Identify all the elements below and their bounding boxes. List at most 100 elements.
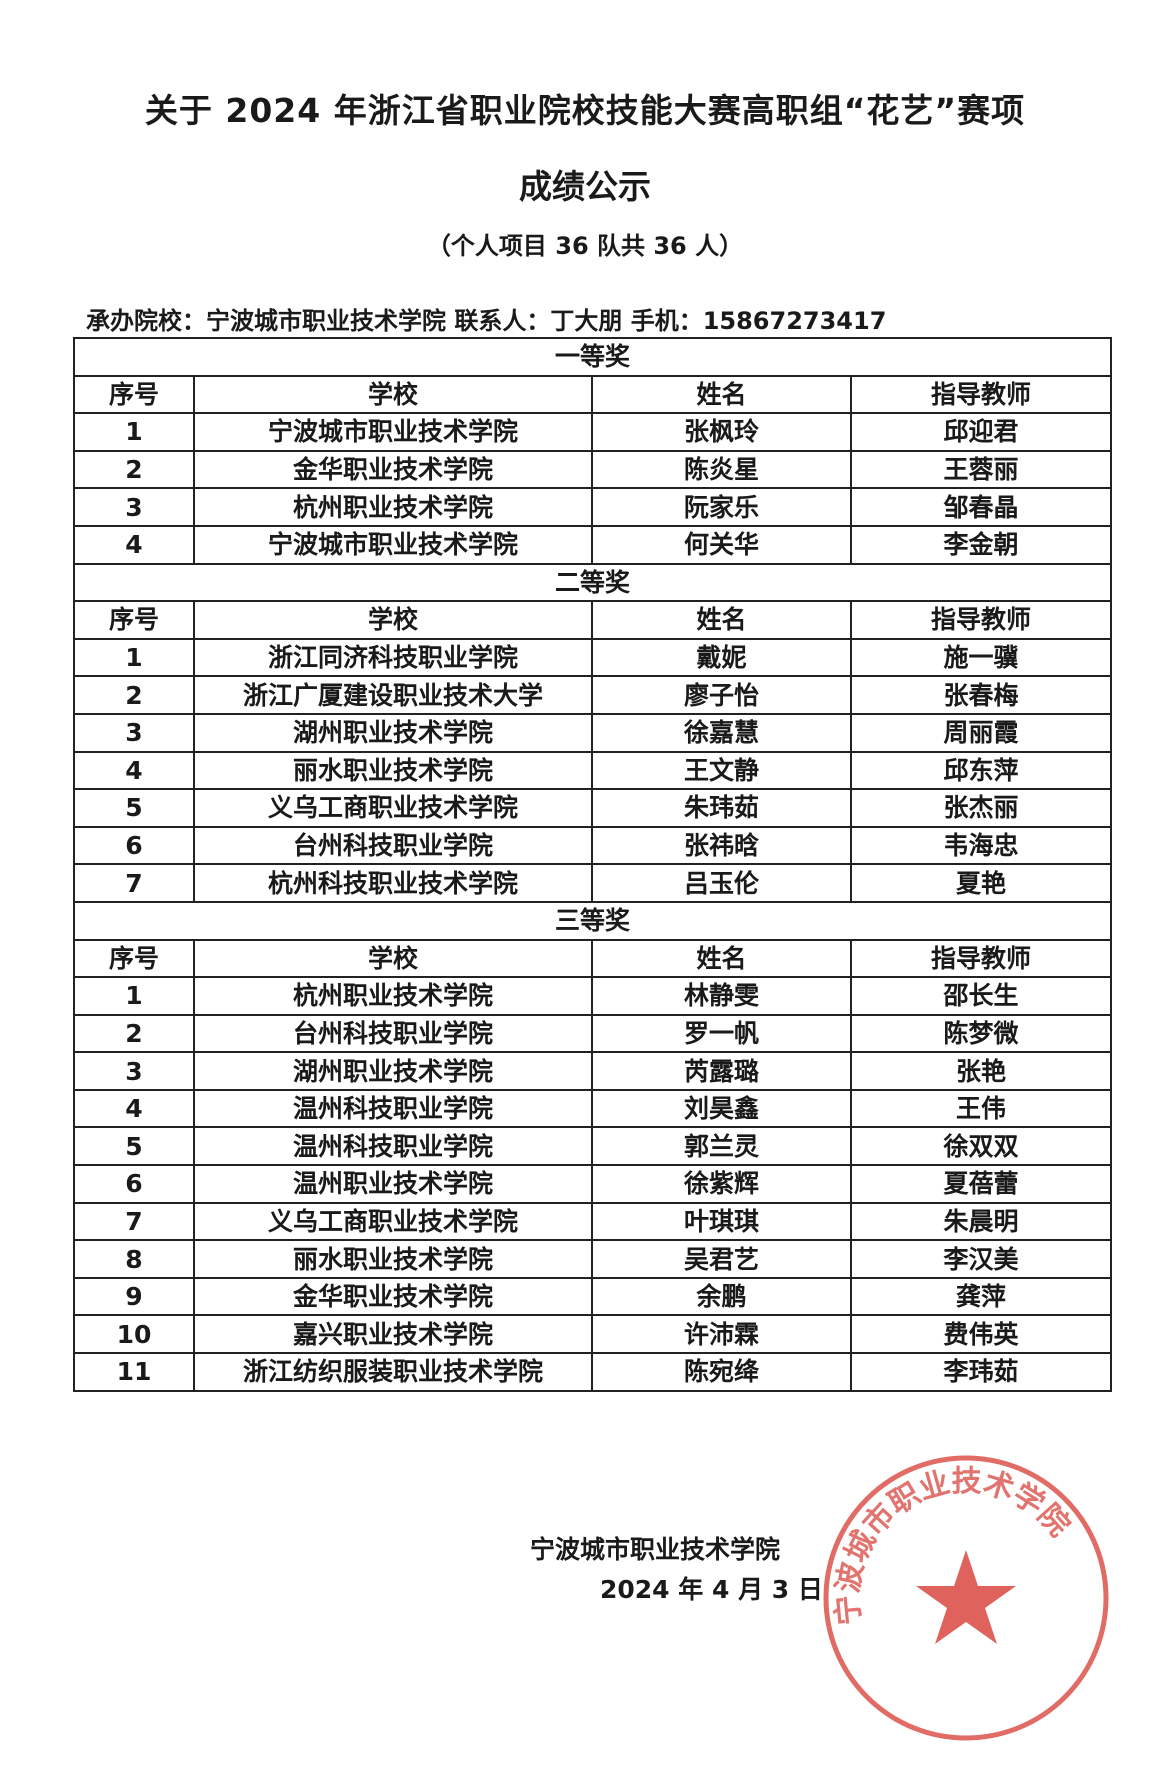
section-header-row: 三等奖 <box>73 900 1112 941</box>
rank-cell: 4 <box>73 1088 195 1129</box>
rank-cell: 4 <box>73 524 195 565</box>
rank-cell: 3 <box>73 712 195 753</box>
teacher-cell: 邱迎君 <box>850 412 1112 452</box>
school-cell: 杭州职业技术学院 <box>193 976 593 1016</box>
teacher-cell: 徐双双 <box>850 1126 1112 1167</box>
table-row: 5 温州科技职业学院 郭兰灵 徐双双 <box>73 1126 1112 1167</box>
table-row: 1 杭州职业技术学院 林静雯 邵长生 <box>73 976 1112 1016</box>
table-row: 7 义乌工商职业技术学院 叶琪琪 朱晨明 <box>73 1201 1112 1242</box>
rank-cell: 7 <box>73 863 195 903</box>
name-cell: 郭兰灵 <box>591 1126 852 1167</box>
name-cell: 叶琪琪 <box>591 1201 852 1242</box>
column-header: 指导教师 <box>850 600 1112 640</box>
teacher-cell: 李汉美 <box>850 1239 1112 1279</box>
host-info: 承办院校：宁波城市职业技术学院 联系人：丁大朋 手机：15867273417 <box>86 307 887 335</box>
document-subtitle: （个人项目 36 队共 36 人） <box>426 232 744 260</box>
name-cell: 阮家乐 <box>591 487 852 527</box>
rank-cell: 7 <box>73 1201 195 1242</box>
name-cell: 何关华 <box>591 524 852 565</box>
teacher-cell: 邹春晶 <box>850 487 1112 527</box>
column-header: 姓名 <box>591 600 852 640</box>
teacher-cell: 李金朝 <box>850 524 1112 565</box>
teacher-cell: 邱东萍 <box>850 750 1112 791</box>
name-cell: 张祎晗 <box>591 825 852 866</box>
school-cell: 嘉兴职业技术学院 <box>193 1314 593 1355</box>
section-title: 三等奖 <box>73 900 1112 941</box>
school-cell: 金华职业技术学院 <box>193 1276 593 1317</box>
column-header: 指导教师 <box>850 938 1112 979</box>
teacher-cell: 夏艳 <box>850 863 1112 903</box>
teacher-cell: 邵长生 <box>850 976 1112 1016</box>
table-row: 5 义乌工商职业技术学院 朱玮茹 张杰丽 <box>73 788 1112 828</box>
rank-cell: 11 <box>73 1352 195 1392</box>
teacher-cell: 王伟 <box>850 1088 1112 1129</box>
teacher-cell: 施一骥 <box>850 637 1112 678</box>
table-row: 1 浙江同济科技职业学院 戴妮 施一骥 <box>73 637 1112 678</box>
table-row: 4 丽水职业技术学院 王文静 邱东萍 <box>73 750 1112 791</box>
section-title: 一等奖 <box>73 337 1112 377</box>
school-cell: 台州科技职业学院 <box>193 825 593 866</box>
rank-cell: 3 <box>73 1051 195 1091</box>
teacher-cell: 韦海忠 <box>850 825 1112 866</box>
rank-cell: 8 <box>73 1239 195 1279</box>
column-header: 学校 <box>193 374 593 415</box>
teacher-cell: 李玮茹 <box>850 1352 1112 1392</box>
table-row: 11 浙江纺织服装职业技术学院 陈宛绛 李玮茹 <box>73 1352 1112 1392</box>
name-cell: 戴妮 <box>591 637 852 678</box>
document-title-line2: 成绩公示 <box>519 167 651 206</box>
school-cell: 义乌工商职业技术学院 <box>193 1201 593 1242</box>
table-row: 6 台州科技职业学院 张祎晗 韦海忠 <box>73 825 1112 866</box>
rank-cell: 2 <box>73 1013 195 1054</box>
column-header-row: 序号 学校 姓名 指导教师 <box>73 938 1112 979</box>
teacher-cell: 费伟英 <box>850 1314 1112 1355</box>
school-cell: 义乌工商职业技术学院 <box>193 788 593 828</box>
rank-cell: 5 <box>73 788 195 828</box>
school-cell: 杭州职业技术学院 <box>193 487 593 527</box>
rank-cell: 6 <box>73 825 195 866</box>
rank-cell: 3 <box>73 487 195 527</box>
name-cell: 徐嘉慧 <box>591 712 852 753</box>
section-title: 二等奖 <box>73 562 1112 603</box>
school-cell: 宁波城市职业技术学院 <box>193 412 593 452</box>
school-cell: 湖州职业技术学院 <box>193 1051 593 1091</box>
document-title: 关于 2024 年浙江省职业院校技能大赛高职组“花艺”赛项 <box>144 91 1026 130</box>
school-cell: 杭州科技职业技术学院 <box>193 863 593 903</box>
rank-cell: 2 <box>73 675 195 715</box>
column-header-row: 序号 学校 姓名 指导教师 <box>73 374 1112 415</box>
table-row: 2 台州科技职业学院 罗一帆 陈梦微 <box>73 1013 1112 1054</box>
teacher-cell: 龚萍 <box>850 1276 1112 1317</box>
name-cell: 许沛霖 <box>591 1314 852 1355</box>
column-header: 指导教师 <box>850 374 1112 415</box>
school-cell: 温州科技职业学院 <box>193 1126 593 1167</box>
table-row: 1 宁波城市职业技术学院 张枫玲 邱迎君 <box>73 412 1112 452</box>
rank-cell: 1 <box>73 976 195 1016</box>
school-cell: 宁波城市职业技术学院 <box>193 524 593 565</box>
rank-cell: 6 <box>73 1164 195 1204</box>
name-cell: 芮露璐 <box>591 1051 852 1091</box>
name-cell: 陈宛绛 <box>591 1352 852 1392</box>
section-header-row: 二等奖 <box>73 562 1112 603</box>
results-table: 一等奖 序号 学校 姓名 指导教师 1 宁波城市职业技术学院 张枫玲 邱迎君 2 金华职业技术学院陈… <box>73 337 1112 1392</box>
school-cell: 浙江纺织服装职业技术学院 <box>193 1352 593 1392</box>
column-header-row: 序号 学校 姓名 指导教师 <box>73 600 1112 640</box>
name-cell: 刘昊鑫 <box>591 1088 852 1129</box>
name-cell: 廖子怡 <box>591 675 852 715</box>
column-header: 学校 <box>193 938 593 979</box>
signature-org: 宁波城市职业技术学院 <box>530 1535 781 1564</box>
table-row: 9 金华职业技术学院 余鹏 龚萍 <box>73 1276 1112 1317</box>
school-cell: 丽水职业技术学院 <box>193 1239 593 1279</box>
teacher-cell: 周丽霞 <box>850 712 1112 753</box>
name-cell: 张枫玲 <box>591 412 852 452</box>
teacher-cell: 朱晨明 <box>850 1201 1112 1242</box>
school-cell: 温州职业技术学院 <box>193 1164 593 1204</box>
rank-cell: 4 <box>73 750 195 791</box>
table-row: 10 嘉兴职业技术学院 许沛霖 费伟英 <box>73 1314 1112 1355</box>
column-header: 序号 <box>73 374 195 415</box>
table-row: 4 宁波城市职业技术学院 何关华 李金朝 <box>73 524 1112 565</box>
teacher-cell: 陈梦微 <box>850 1013 1112 1054</box>
column-header: 学校 <box>193 600 593 640</box>
column-header: 序号 <box>73 938 195 979</box>
teacher-cell: 王蓉丽 <box>850 449 1112 490</box>
teacher-cell: 张杰丽 <box>850 788 1112 828</box>
column-header: 姓名 <box>591 938 852 979</box>
